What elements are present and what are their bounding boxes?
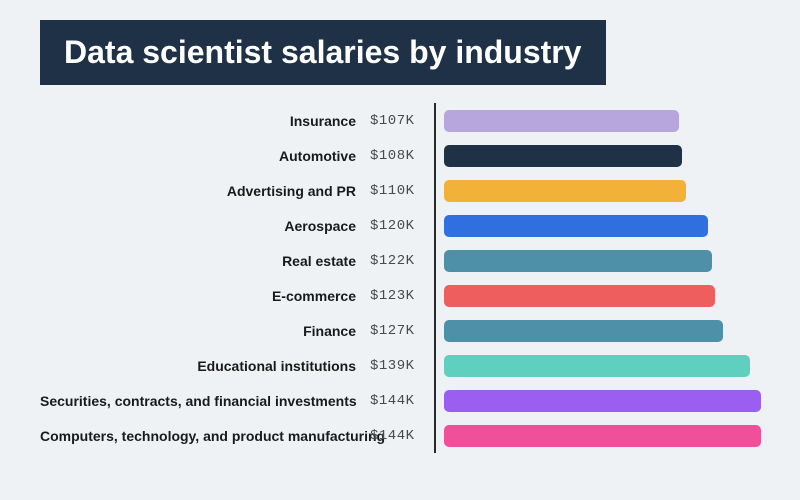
bar-column <box>444 177 770 204</box>
chart-row: Finance$127K <box>40 317 770 344</box>
divider-line <box>434 208 436 243</box>
divider-line <box>434 243 436 278</box>
salary-bar-chart: Insurance$107K Automotive$108K Advertising… <box>30 107 770 449</box>
divider-column <box>424 422 444 449</box>
row-value: $110K <box>370 183 424 199</box>
salary-bar <box>444 390 761 412</box>
divider-column <box>424 247 444 274</box>
bar-column <box>444 212 770 239</box>
row-label: Insurance <box>40 113 370 129</box>
chart-row: Automotive$108K <box>40 142 770 169</box>
chart-row: Insurance$107K <box>40 107 770 134</box>
bar-column <box>444 352 770 379</box>
divider-line <box>434 418 436 453</box>
divider-column <box>424 352 444 379</box>
chart-row: Securities, contracts, and financial inv… <box>40 387 770 414</box>
bar-column <box>444 422 770 449</box>
row-value: $144K <box>370 428 424 444</box>
divider-line <box>434 103 436 138</box>
row-label: E-commerce <box>40 288 370 304</box>
salary-bar <box>444 215 708 237</box>
salary-bar <box>444 145 682 167</box>
row-value: $127K <box>370 323 424 339</box>
bar-column <box>444 282 770 309</box>
chart-row: E-commerce$123K <box>40 282 770 309</box>
chart-row: Real estate$122K <box>40 247 770 274</box>
chart-row: Educational institutions$139K <box>40 352 770 379</box>
bar-column <box>444 317 770 344</box>
chart-page: Data scientist salaries by industry Insu… <box>0 0 800 500</box>
chart-row: Computers, technology, and product manuf… <box>40 422 770 449</box>
chart-row: Aerospace$120K <box>40 212 770 239</box>
row-value: $144K <box>370 393 424 409</box>
salary-bar <box>444 285 715 307</box>
divider-line <box>434 173 436 208</box>
divider-line <box>434 278 436 313</box>
bar-column <box>444 247 770 274</box>
row-value: $139K <box>370 358 424 374</box>
row-value: $123K <box>370 288 424 304</box>
salary-bar <box>444 180 686 202</box>
divider-line <box>434 348 436 383</box>
row-label: Automotive <box>40 148 370 164</box>
divider-column <box>424 107 444 134</box>
salary-bar <box>444 110 679 132</box>
row-label: Advertising and PR <box>40 183 370 199</box>
divider-line <box>434 313 436 348</box>
row-value: $120K <box>370 218 424 234</box>
row-label: Aerospace <box>40 218 370 234</box>
salary-bar <box>444 425 761 447</box>
chart-row: Advertising and PR$110K <box>40 177 770 204</box>
divider-column <box>424 282 444 309</box>
row-value: $107K <box>370 113 424 129</box>
divider-column <box>424 177 444 204</box>
divider-line <box>434 138 436 173</box>
bar-column <box>444 142 770 169</box>
bar-column <box>444 107 770 134</box>
row-label: Real estate <box>40 253 370 269</box>
row-value: $122K <box>370 253 424 269</box>
divider-column <box>424 142 444 169</box>
salary-bar <box>444 320 723 342</box>
salary-bar <box>444 355 750 377</box>
row-label: Finance <box>40 323 370 339</box>
row-label: Securities, contracts, and financial inv… <box>40 393 370 409</box>
chart-title: Data scientist salaries by industry <box>40 20 606 85</box>
row-label: Educational institutions <box>40 358 370 374</box>
row-label: Computers, technology, and product manuf… <box>40 428 370 444</box>
divider-column <box>424 317 444 344</box>
bar-column <box>444 387 770 414</box>
salary-bar <box>444 250 712 272</box>
row-value: $108K <box>370 148 424 164</box>
divider-column <box>424 212 444 239</box>
divider-line <box>434 383 436 418</box>
divider-column <box>424 387 444 414</box>
